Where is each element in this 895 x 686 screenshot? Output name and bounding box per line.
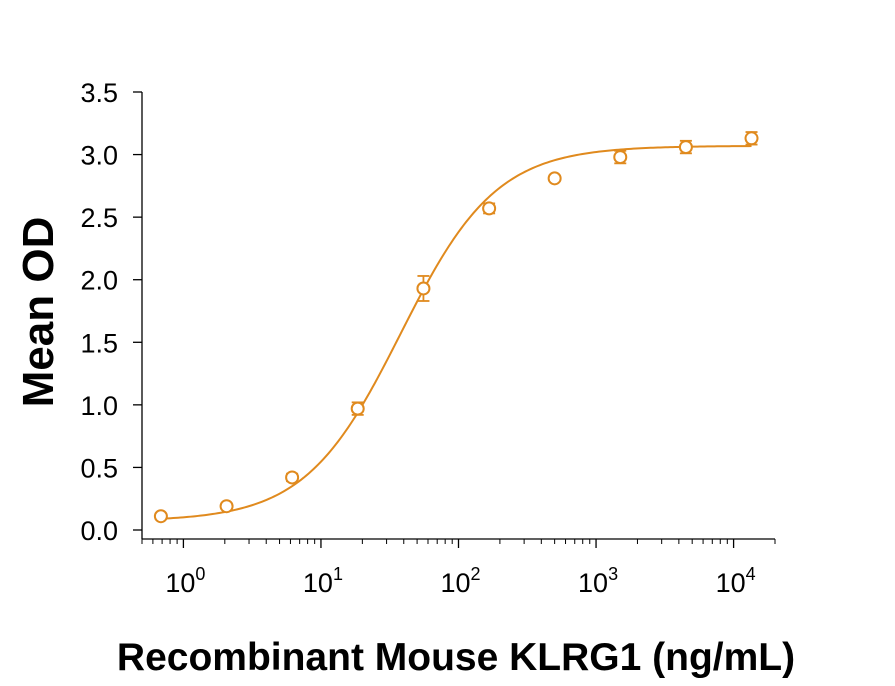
data-point <box>482 201 497 216</box>
point-marker <box>153 509 168 524</box>
point-marker <box>678 140 693 155</box>
data-point <box>416 275 431 302</box>
x-tick-label-exponent: 3 <box>608 564 618 584</box>
x-tick-label: 104 <box>716 564 756 598</box>
fit-curve <box>160 145 752 520</box>
x-tick-label-base: 10 <box>578 568 608 598</box>
y-tick-label: 2.0 <box>80 266 118 296</box>
data-point <box>613 149 628 165</box>
x-tick-label: 102 <box>440 564 480 598</box>
data-point <box>219 499 234 514</box>
point-marker <box>613 150 628 165</box>
x-tick-label-exponent: 0 <box>195 564 205 584</box>
y-tick-label: 3.5 <box>80 78 118 108</box>
point-marker <box>416 281 431 296</box>
data-point <box>744 131 759 146</box>
point-marker <box>744 131 759 146</box>
x-tick-label-exponent: 2 <box>471 564 481 584</box>
y-tick-label: 0.0 <box>80 516 118 546</box>
x-tick-label: 103 <box>578 564 618 598</box>
x-ticks: 100 101 102 103 104 <box>141 539 776 598</box>
point-marker <box>482 201 497 216</box>
data-point <box>678 139 693 155</box>
y-tick-label: 0.5 <box>80 453 118 483</box>
point-marker <box>350 401 365 416</box>
data-point <box>153 509 168 524</box>
x-tick-label: 100 <box>165 564 205 598</box>
y-tick-label: 3.0 <box>80 141 118 171</box>
x-tick-label-base: 10 <box>165 568 195 598</box>
x-tick-label-base: 10 <box>303 568 333 598</box>
y-tick-label: 1.5 <box>80 328 118 358</box>
x-tick-label-exponent: 1 <box>333 564 343 584</box>
x-tick-label-base: 10 <box>716 568 746 598</box>
x-axis-title: Recombinant Mouse KLRG1 (ng/mL) <box>117 636 795 679</box>
data-point <box>547 171 562 186</box>
point-marker <box>219 499 234 514</box>
data-point <box>350 401 365 416</box>
x-tick-label-base: 10 <box>440 568 470 598</box>
y-ticks: 0.0 0.5 1.0 1.5 2.0 2.5 3.0 3.5 <box>80 78 142 546</box>
data-point <box>285 470 300 485</box>
x-tick-label: 101 <box>303 564 343 598</box>
y-tick-label: 1.0 <box>80 391 118 421</box>
fit-curve-layer <box>160 145 752 520</box>
axes <box>141 92 775 540</box>
point-marker <box>547 171 562 186</box>
y-tick-label: 2.5 <box>80 203 118 233</box>
y-axis-title: Mean OD <box>14 217 63 408</box>
point-marker <box>285 470 300 485</box>
data-points-layer <box>153 131 759 524</box>
x-tick-label-exponent: 4 <box>746 564 756 584</box>
